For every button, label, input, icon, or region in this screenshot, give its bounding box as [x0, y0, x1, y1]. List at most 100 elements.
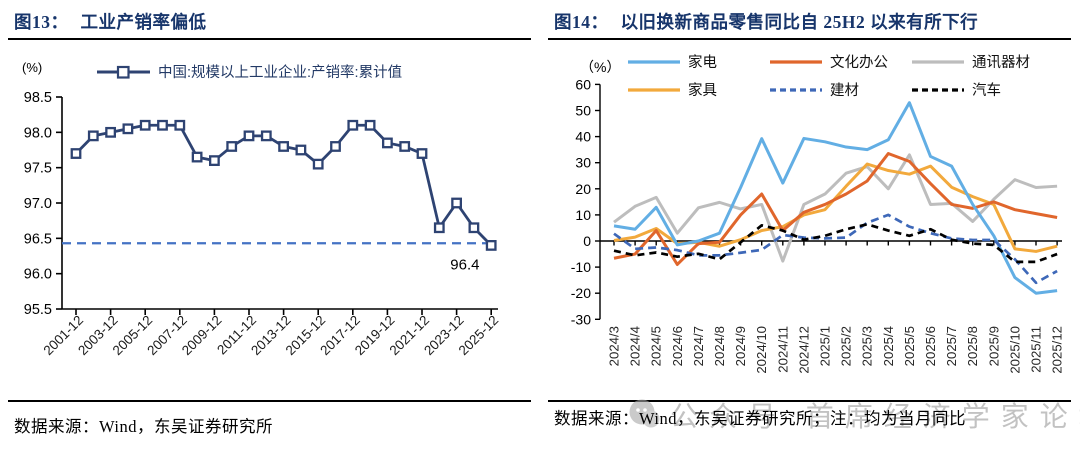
data-marker: [87, 130, 99, 142]
legend: 中国:规模以上工业企业:产销率:累计值: [97, 63, 402, 81]
y-tick-label: 98.0: [24, 125, 52, 141]
panel-figure-13: 图13： 工业产销率偏低 (%) 中国:规模以上工业企业:产销率:累计值 98.5 98…: [8, 9, 531, 436]
y-tick-label: 96.0: [24, 267, 52, 283]
data-marker: [399, 141, 411, 152]
last-value-annotation: 96.4: [450, 256, 479, 273]
x-tick-label: 2025/10: [1007, 326, 1022, 374]
title-divider: [548, 38, 1071, 40]
x-tick-label: 2025/5: [902, 326, 917, 366]
wechat-watermark: 公众号 首席经济学家论坛: [626, 395, 1080, 435]
x-tick-label: 2025/8: [965, 326, 980, 366]
y-tick-label: 97.0: [24, 196, 52, 212]
series-furniture: [613, 162, 1058, 253]
y-tick-label: -10: [571, 259, 591, 275]
data-marker: [105, 126, 116, 138]
watermark-text: 公众号 首席经济学家论坛: [670, 401, 1080, 432]
x-tick-label: 2024/11: [775, 326, 790, 373]
data-marker: [243, 130, 255, 142]
data-marker: [174, 119, 186, 131]
panel-figure-14: 图14： 以旧换新商品零售同比自 25H2 以来有所下行 （%） 家电 文化办公 通讯器…: [540, 0, 1080, 461]
x-tick-label: 2024/4: [628, 326, 643, 366]
x-tick-label: 2025/12: [1050, 326, 1065, 374]
x-tick-label: 2024/8: [712, 326, 727, 366]
x-tick-label: 2024/9: [733, 326, 748, 366]
x-tick-label: 2025/3: [860, 326, 875, 366]
data-marker: [208, 155, 220, 167]
data-marker: [191, 151, 203, 163]
y-unit-label: （%）: [580, 59, 620, 75]
figure-13-title: 图13： 工业产销率偏低: [14, 9, 207, 34]
y-tick-label: 96.5: [24, 231, 52, 247]
legend-label-auto: 汽车: [972, 82, 1001, 99]
series-building-materials: [613, 213, 1058, 285]
data-marker: [226, 141, 238, 152]
x-tick-label: 2025/11: [1029, 326, 1044, 373]
y-tick-label: 60: [575, 76, 591, 92]
data-marker: [157, 119, 168, 131]
figure-14-title-text: 以旧换新商品零售同比自 25H2 以来有所下行: [620, 12, 979, 32]
series-telecom: [613, 153, 1058, 263]
data-marker: [468, 222, 480, 234]
legend-label-building-materials: 建材: [830, 82, 859, 99]
footer-divider: [548, 400, 1071, 402]
axes: [56, 96, 498, 315]
data-marker: [381, 137, 393, 149]
y-tick-label: 97.5: [24, 161, 52, 177]
legend-label-telecom: 通讯器材: [972, 54, 1030, 71]
y-tick-label: -30: [571, 311, 591, 327]
data-marker: [330, 141, 341, 152]
y-tick-label: 10: [575, 207, 591, 223]
x-tick-label: 2024/3: [607, 326, 622, 366]
x-tick-label: 2025/4: [881, 326, 896, 366]
data-marker: [260, 130, 272, 142]
figure-13-title-text: 工业产销率偏低: [80, 12, 207, 32]
figure-14-label: 图14：: [554, 12, 609, 32]
wechat-icon: [629, 399, 660, 428]
data-marker: [295, 144, 307, 156]
figure-14-source: 数据来源：Wind，东吴证券研究所；注：均为当月同比: [554, 409, 966, 428]
legend-label-culture-office: 文化办公: [830, 54, 888, 71]
data-marker: [312, 158, 324, 170]
y-tick-label: 98.5: [24, 90, 52, 106]
x-tick-label: 2024/10: [754, 326, 769, 374]
series-appliances: [613, 101, 1058, 295]
data-marker: [70, 148, 82, 159]
x-tick-label: 2024/5: [649, 326, 664, 366]
y-tick-label: 30: [575, 155, 591, 171]
data-marker: [433, 222, 445, 234]
x-tick-label: 2025/1: [818, 326, 833, 366]
x-tick-label: 2024/7: [691, 326, 706, 366]
x-tick-label: 2025/9: [986, 326, 1001, 366]
x-tick-label: 2025/6: [923, 326, 938, 366]
x-tick-label: 2025/2: [839, 326, 854, 366]
y-tick-label: 40: [575, 129, 591, 145]
legend-label-appliances: 家电: [688, 54, 717, 71]
data-marker: [278, 141, 290, 152]
data-marker: [139, 119, 151, 131]
figure-13-label: 图13：: [14, 12, 69, 32]
y-tick-label: 20: [575, 181, 591, 197]
legend-label-furniture: 家具: [688, 82, 717, 99]
data-marker: [416, 148, 428, 159]
y-tick-label: 95.5: [24, 302, 52, 318]
figure-13-source: 数据来源：Wind，东吴证券研究所: [14, 417, 273, 436]
industrial-sales-ratio-chart: (%) 中国:规模以上工业企业:产销率:累计值 98.5 98.0 97.5 97.0 96…: [22, 60, 501, 358]
data-marker: [364, 119, 376, 131]
legend-label: 中国:规模以上工业企业:产销率:累计值: [158, 63, 402, 81]
x-tick-label: 2024/12: [796, 326, 811, 374]
data-marker: [347, 119, 359, 131]
footer-divider: [8, 400, 531, 402]
data-marker: [485, 240, 497, 251]
y-tick-label: -20: [571, 285, 591, 301]
x-tick-label: 2025/7: [944, 326, 959, 366]
x-tick-label: 2024/6: [670, 326, 685, 366]
data-marker: [451, 197, 463, 209]
series-auto: [613, 222, 1058, 264]
figure-14-title: 图14： 以旧换新商品零售同比自 25H2 以来有所下行: [554, 9, 978, 34]
y-tick-label: 0: [583, 233, 591, 249]
y-unit-label: (%): [22, 60, 42, 75]
series-culture-office: [613, 152, 1058, 266]
